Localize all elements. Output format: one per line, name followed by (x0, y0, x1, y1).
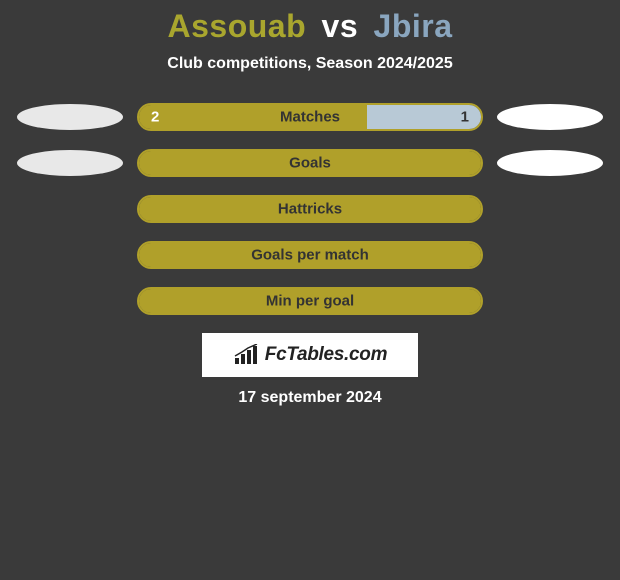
stat-row-hattricks: Hattricks (0, 195, 620, 223)
stat-row-matches: Matches 2 1 (0, 103, 620, 131)
stat-label: Matches (280, 109, 340, 126)
player2-name: Jbira (374, 8, 453, 44)
stat-row-goals: Goals (0, 149, 620, 177)
stat-value-player2: 1 (461, 109, 469, 126)
stat-bar-min_per_goal: Min per goal (137, 287, 483, 315)
player2-oval (497, 104, 603, 130)
stat-label: Hattricks (278, 201, 342, 218)
stat-bar-goals_per_match: Goals per match (137, 241, 483, 269)
stat-row-min_per_goal: Min per goal (0, 287, 620, 315)
vs-separator: vs (322, 8, 359, 44)
player1-oval (17, 104, 123, 130)
player1-oval (17, 150, 123, 176)
subtitle: Club competitions, Season 2024/2025 (0, 55, 620, 73)
stat-label: Min per goal (266, 293, 354, 310)
date-label: 17 september 2024 (0, 389, 620, 407)
stat-row-goals_per_match: Goals per match (0, 241, 620, 269)
page-title: Assouab vs Jbira (0, 8, 620, 45)
bars-container: Matches 2 1 Goals Hattricks Goals per match Mi… (0, 103, 620, 315)
stat-bar-goals: Goals (137, 149, 483, 177)
player2-oval (497, 150, 603, 176)
stat-bar-matches: Matches 2 1 (137, 103, 483, 131)
player1-name: Assouab (168, 8, 307, 44)
stat-value-player1: 2 (151, 109, 159, 126)
stat-label: Goals per match (251, 247, 369, 264)
brand-text: FcTables.com (265, 344, 387, 366)
stat-bar-hattricks: Hattricks (137, 195, 483, 223)
stat-label: Goals (289, 155, 331, 172)
brand-box[interactable]: FcTables.com (202, 333, 418, 377)
comparison-card: Assouab vs Jbira Club competitions, Seas… (0, 0, 620, 407)
brand-chart-icon (233, 344, 259, 366)
